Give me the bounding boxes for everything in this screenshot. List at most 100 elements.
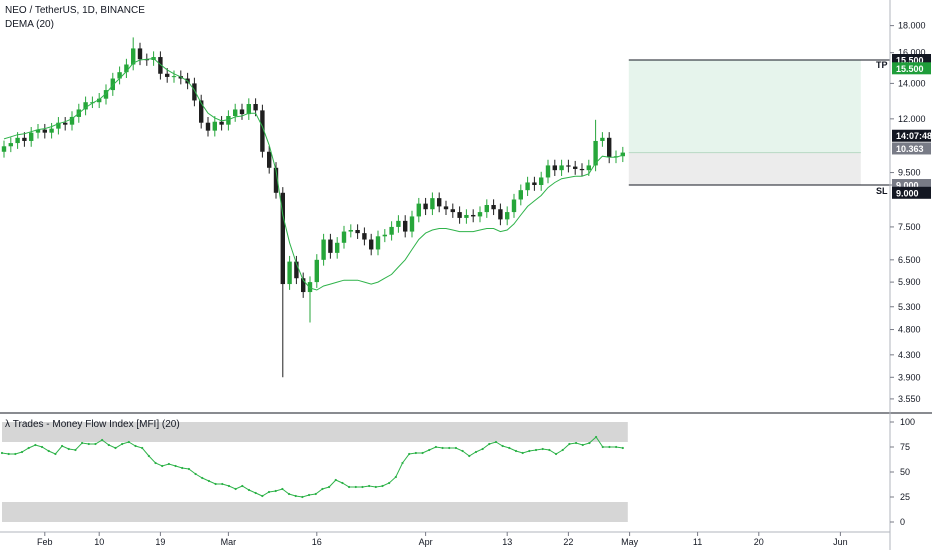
candle[interactable]: [192, 77, 197, 107]
candle[interactable]: [29, 126, 34, 147]
candle[interactable]: [205, 117, 211, 137]
candle[interactable]: [97, 93, 102, 109]
candle[interactable]: [8, 137, 13, 153]
candle[interactable]: [464, 209, 469, 224]
candle[interactable]: [49, 122, 54, 139]
candle[interactable]: [341, 225, 347, 249]
candle[interactable]: [409, 210, 415, 238]
candle[interactable]: [403, 215, 408, 238]
candle[interactable]: [56, 117, 61, 135]
candle[interactable]: [328, 233, 333, 259]
candle[interactable]: [437, 192, 442, 213]
mfi-point: [501, 444, 504, 448]
mfi-point: [261, 494, 264, 498]
candle[interactable]: [273, 162, 279, 199]
mfi-point: [408, 452, 411, 456]
mfi-point: [368, 484, 371, 488]
candle[interactable]: [35, 123, 41, 139]
candle[interactable]: [457, 206, 462, 224]
candle[interactable]: [233, 103, 238, 122]
candle[interactable]: [1, 140, 7, 158]
symbol-title[interactable]: NEO / TetherUS, 1D, BINANCE: [5, 5, 145, 16]
candle[interactable]: [505, 206, 510, 226]
mfi-point: [307, 493, 311, 497]
candle[interactable]: [117, 66, 122, 85]
candle[interactable]: [42, 123, 47, 139]
candle[interactable]: [212, 116, 217, 137]
candle[interactable]: [103, 84, 109, 105]
candle[interactable]: [321, 233, 326, 266]
candle[interactable]: [199, 94, 204, 129]
candle[interactable]: [607, 132, 612, 164]
candle[interactable]: [124, 58, 129, 79]
candle[interactable]: [110, 72, 115, 96]
candle[interactable]: [171, 70, 177, 83]
candle[interactable]: [280, 187, 285, 378]
price-pane[interactable]: TP SL: [1, 37, 890, 378]
candle[interactable]: [63, 117, 68, 131]
candle[interactable]: [294, 255, 299, 285]
candle[interactable]: [260, 104, 265, 158]
candle[interactable]: [287, 255, 292, 290]
take-profit-zone[interactable]: [628, 60, 861, 153]
price-tick-label: 3.550: [898, 394, 921, 404]
candle[interactable]: [226, 110, 231, 131]
candle[interactable]: [335, 237, 340, 259]
candle[interactable]: [566, 159, 571, 173]
candle[interactable]: [559, 159, 564, 176]
candle[interactable]: [430, 192, 435, 216]
candle[interactable]: [620, 146, 625, 163]
candle[interactable]: [573, 160, 578, 175]
candle[interactable]: [484, 199, 489, 218]
candle[interactable]: [137, 42, 143, 66]
candle[interactable]: [83, 96, 88, 116]
svg-text:9.000: 9.000: [896, 188, 919, 198]
dema-legend[interactable]: DEMA (20): [5, 19, 54, 30]
candle[interactable]: [471, 209, 476, 223]
candle[interactable]: [416, 197, 421, 223]
candle[interactable]: [375, 230, 381, 256]
candle[interactable]: [518, 184, 523, 206]
candle[interactable]: [579, 163, 585, 176]
candle[interactable]: [348, 224, 353, 238]
candle[interactable]: [267, 146, 272, 174]
candle[interactable]: [69, 111, 75, 131]
candle[interactable]: [491, 199, 496, 216]
candle[interactable]: [450, 203, 455, 218]
candle[interactable]: [165, 68, 170, 83]
candle[interactable]: [443, 200, 449, 216]
candle[interactable]: [22, 132, 27, 147]
candle[interactable]: [532, 176, 537, 191]
candle[interactable]: [552, 159, 557, 176]
candle[interactable]: [389, 221, 394, 241]
stop-loss-zone[interactable]: [628, 152, 861, 185]
candle[interactable]: [511, 193, 517, 218]
candle[interactable]: [423, 197, 428, 216]
candle[interactable]: [362, 227, 367, 246]
candle[interactable]: [158, 51, 163, 80]
mfi-pane[interactable]: [0, 422, 628, 522]
candle[interactable]: [239, 103, 245, 120]
candle[interactable]: [539, 171, 544, 191]
candle[interactable]: [314, 254, 319, 288]
candle[interactable]: [382, 229, 387, 243]
candle[interactable]: [369, 233, 374, 256]
candle[interactable]: [545, 159, 551, 184]
candle[interactable]: [498, 203, 503, 226]
candle[interactable]: [307, 276, 313, 323]
mfi-point: [454, 446, 458, 450]
candle[interactable]: [477, 206, 483, 223]
candle[interactable]: [301, 272, 306, 298]
price-tick-label: 4.300: [898, 350, 921, 360]
candle[interactable]: [525, 176, 530, 196]
candle[interactable]: [246, 98, 251, 120]
candle[interactable]: [355, 224, 360, 239]
mfi-legend[interactable]: λ Trades - Money Flow Index [MFI] (20): [5, 419, 180, 430]
candle[interactable]: [131, 37, 136, 71]
candle[interactable]: [396, 215, 401, 233]
mfi-point: [381, 484, 384, 488]
candle[interactable]: [600, 132, 605, 147]
candle[interactable]: [219, 116, 224, 131]
